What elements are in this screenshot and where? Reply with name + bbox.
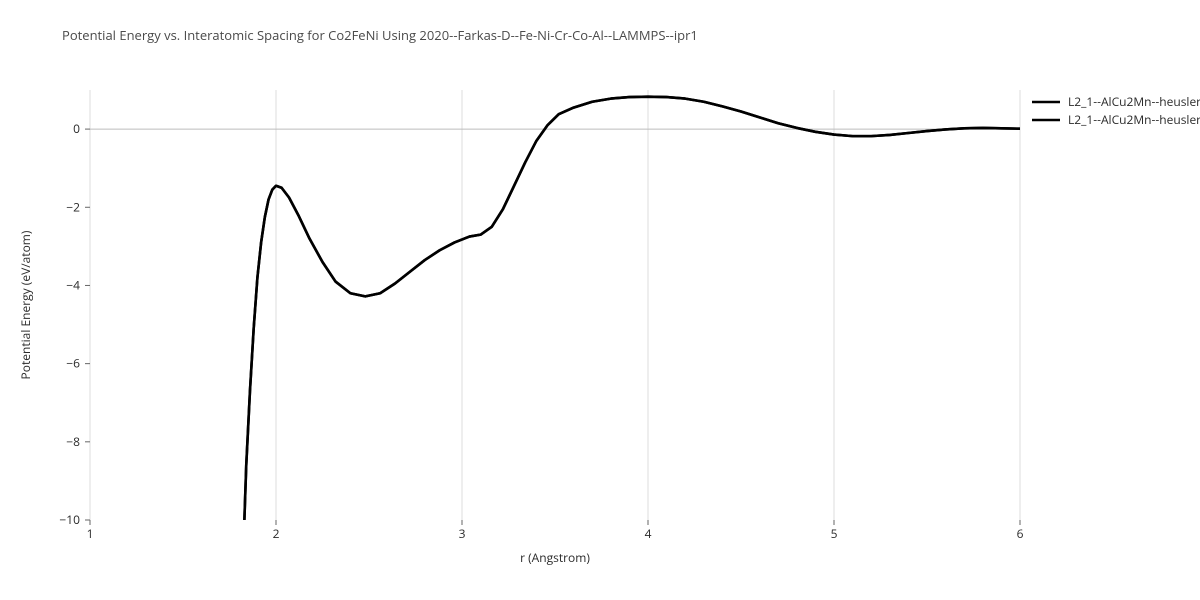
x-tick-label: 4 xyxy=(645,525,652,542)
chart-container: Potential Energy vs. Interatomic Spacing… xyxy=(0,0,1200,600)
y-axis-label: Potential Energy (eV/atom) xyxy=(17,230,34,379)
y-tick-label: −8 xyxy=(66,433,80,450)
x-axis-label: r (Angstrom) xyxy=(520,549,590,566)
x-tick-label: 3 xyxy=(459,525,466,542)
y-tick-label: −6 xyxy=(66,355,80,372)
legend-label-1: L2_1--AlCu2Mn--heusler xyxy=(1068,111,1200,128)
y-tick-label: −2 xyxy=(66,198,80,215)
y-tick-label: −4 xyxy=(66,276,80,293)
x-tick-label: 6 xyxy=(1017,525,1024,542)
x-tick-label: 1 xyxy=(87,525,94,542)
legend-label-0: L2_1--AlCu2Mn--heusler xyxy=(1068,93,1200,110)
y-tick-label: 0 xyxy=(73,120,80,137)
plot-area xyxy=(90,90,1020,520)
y-tick-label: −10 xyxy=(59,511,80,528)
chart-svg: 123456−10−8−6−4−20r (Angstrom)Potential … xyxy=(0,0,1200,600)
x-tick-label: 5 xyxy=(831,525,838,542)
x-tick-label: 2 xyxy=(273,525,280,542)
